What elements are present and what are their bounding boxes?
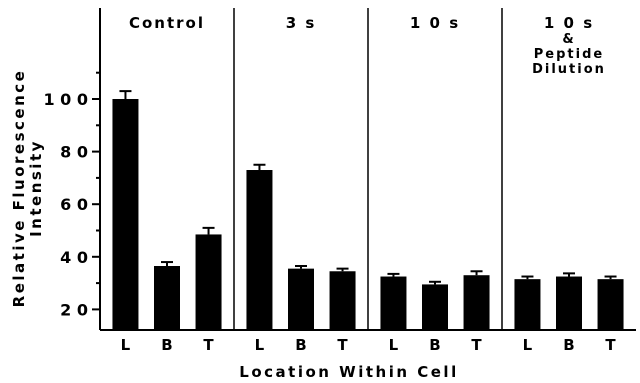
panel-title: Peptide bbox=[534, 47, 604, 62]
x-tick-label: B bbox=[295, 336, 306, 354]
bar-4-L bbox=[514, 279, 541, 330]
y-tick-label: 8 0 bbox=[60, 143, 88, 162]
panel-dividers bbox=[233, 8, 503, 330]
y-axis-label-line-2: Intensity bbox=[27, 139, 45, 237]
bar-3-T bbox=[463, 275, 490, 330]
bar-1-L bbox=[112, 99, 139, 330]
panel-title: & bbox=[562, 32, 575, 47]
x-axis-label: Location Within Cell bbox=[239, 363, 458, 381]
x-tick-label: B bbox=[161, 336, 172, 354]
bar-1-B bbox=[154, 266, 180, 330]
x-tick-label: L bbox=[255, 336, 265, 354]
x-tick-label: T bbox=[471, 336, 482, 354]
chart-bars bbox=[112, 90, 624, 330]
y-axis-label-line-1: Relative Fluorescence bbox=[10, 69, 28, 308]
x-tick-label: B bbox=[563, 336, 574, 354]
x-tick-label: T bbox=[337, 336, 348, 354]
bar-4-T bbox=[597, 279, 624, 330]
panel-title: 3 s bbox=[286, 14, 317, 32]
chart-labels: 2 0 4 0 6 0 8 0 1 0 0 Control L B T 3 s L B T 1 0 s L B… bbox=[43, 14, 616, 354]
panel-title: Dilution bbox=[532, 62, 606, 77]
x-tick-label: L bbox=[121, 336, 131, 354]
bar-3-B bbox=[422, 284, 448, 330]
bar-2-B bbox=[288, 268, 314, 330]
y-tick-label: 2 0 bbox=[60, 300, 88, 319]
bar-2-L bbox=[246, 170, 273, 330]
y-tick-label: 4 0 bbox=[60, 248, 88, 267]
y-tick-label: 1 0 0 bbox=[43, 90, 88, 109]
x-tick-label: L bbox=[389, 336, 399, 354]
panel-title: 1 0 s bbox=[410, 14, 460, 32]
x-tick-label: T bbox=[605, 336, 616, 354]
x-tick-label: T bbox=[203, 336, 214, 354]
x-tick-label: L bbox=[523, 336, 533, 354]
panel-title: Control bbox=[129, 14, 205, 32]
bar-2-T bbox=[329, 271, 356, 330]
bar-1-T bbox=[195, 234, 222, 330]
bar-4-B bbox=[556, 276, 582, 330]
bar-3-L bbox=[380, 276, 407, 330]
y-tick-label: 6 0 bbox=[60, 195, 88, 214]
x-tick-label: B bbox=[429, 336, 440, 354]
panel-title: 1 0 s bbox=[544, 14, 594, 32]
